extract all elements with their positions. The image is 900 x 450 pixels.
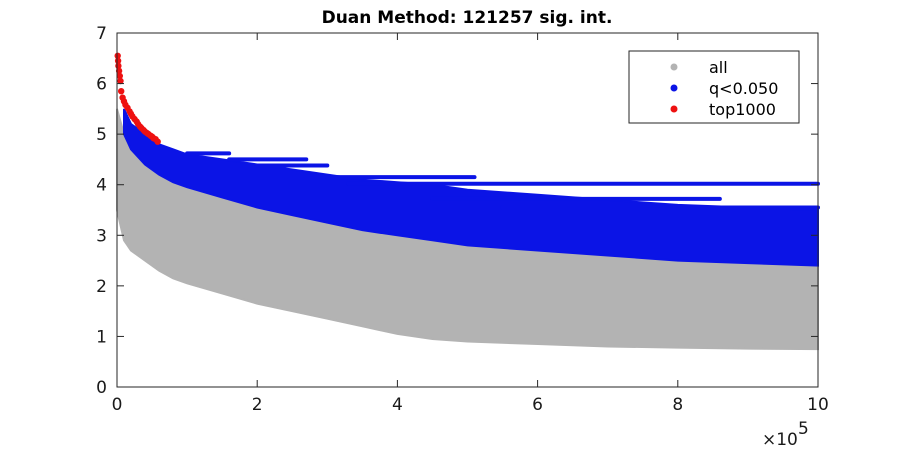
x-tick-label: 10 — [807, 395, 829, 415]
data-point — [118, 88, 125, 95]
x-exponent-power: 5 — [798, 419, 809, 439]
legend-label: top1000 — [709, 100, 776, 119]
x-exponent-label: ×10 — [762, 430, 798, 450]
axes-box — [116, 32, 819, 388]
legend-box — [628, 50, 800, 124]
y-tick-label: 7 — [96, 24, 107, 44]
y-tick-label: 4 — [96, 176, 107, 196]
data-point — [114, 52, 121, 59]
legend-marker — [670, 105, 678, 113]
x-tick-label: 8 — [672, 395, 683, 415]
y-tick-label: 0 — [96, 378, 107, 398]
x-tick-label: 0 — [112, 395, 123, 415]
x-tick-label: 6 — [532, 395, 543, 415]
legend: all q<0.050 top1000 — [628, 50, 800, 124]
data-point — [117, 77, 124, 85]
chart-title: Duan Method: 121257 sig. int. — [322, 8, 613, 28]
legend-label: all — [709, 58, 728, 77]
series-top1000 — [114, 52, 161, 145]
x-tick-label: 4 — [392, 395, 403, 415]
legend-label: q<0.050 — [709, 79, 778, 98]
x-tick-label: 2 — [252, 395, 263, 415]
data-point — [154, 138, 161, 145]
data-point — [116, 72, 124, 80]
y-tick-label: 3 — [96, 226, 107, 246]
y-tick-label: 6 — [96, 75, 107, 95]
legend-marker — [670, 63, 678, 71]
y-tick-label: 5 — [96, 125, 107, 145]
y-tick-label: 2 — [96, 277, 107, 297]
legend-marker — [670, 84, 678, 92]
y-tick-label: 1 — [96, 327, 107, 347]
